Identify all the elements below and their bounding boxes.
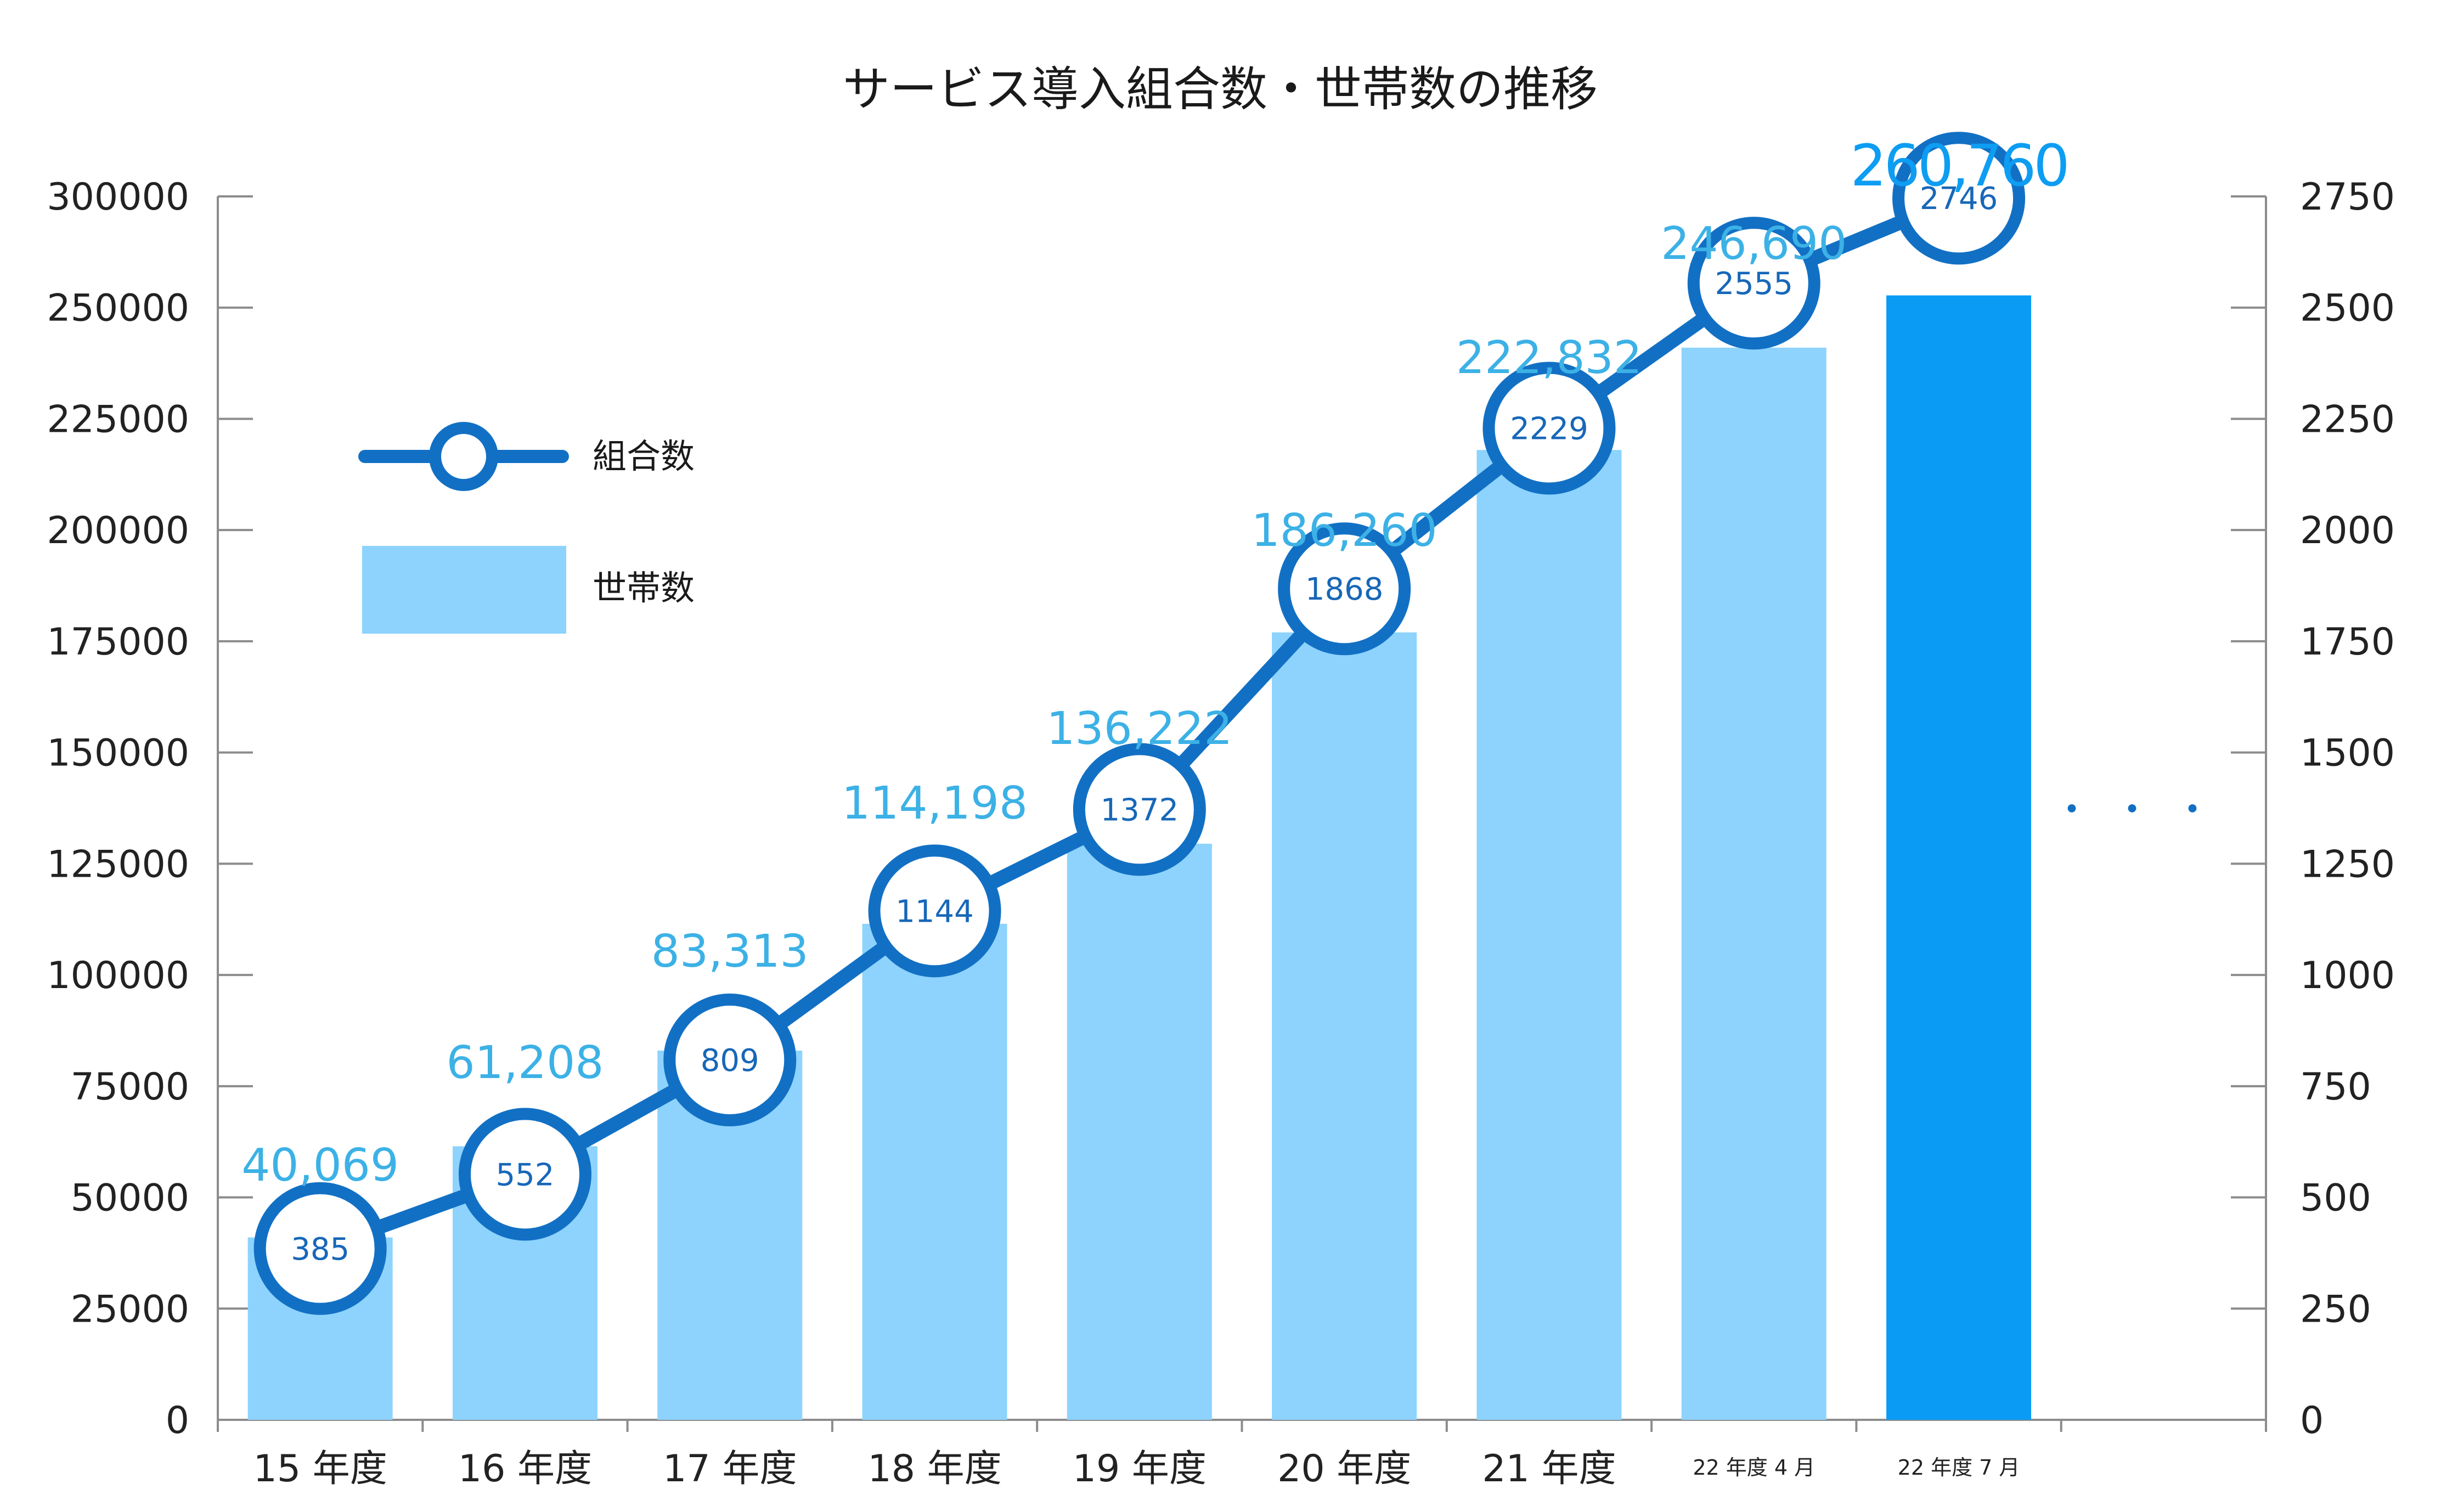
y-left-tick-label: 175000 [47,620,189,664]
x-tick-label: 19 年度 [1073,1447,1207,1491]
y-right-tick-label: 1750 [2300,620,2395,664]
y-right-tick-label: 2000 [2300,509,2395,552]
x-tick-label: 22 年度 4 月 [1693,1455,1815,1480]
bar-value-label: 114,198 [842,777,1028,830]
bar-value-label: 61,208 [446,1037,604,1089]
x-tick-label: 16 年度 [458,1447,592,1491]
legend-label-setai: 世帯数 [593,568,695,608]
bar-value-label: 40,069 [241,1139,399,1192]
bar-5 [1067,843,1212,1420]
line-series: 385 552 809 1144 1372 1868 2229 2555 2746 [253,132,2026,1315]
y-left-tick-label: 75000 [71,1065,189,1109]
y-right-tick-label: 250 [2300,1288,2371,1331]
bar-value-label: 83,313 [651,926,809,978]
y-left-tick-label: 50000 [71,1177,189,1220]
line-point-label: 809 [701,1043,759,1079]
y-right-tick-label: 1250 [2300,843,2395,886]
y-left-tick-label: 200000 [47,509,189,552]
y-right-tick-label: 1000 [2300,954,2395,997]
legend-label-kumiai: 組合数 [593,436,695,476]
y-right-tick-label: 0 [2300,1399,2324,1442]
y-left-tick-label: 25000 [71,1288,189,1331]
bar-7 [1476,450,1622,1420]
y-right-tick-label: 500 [2300,1177,2371,1220]
axes: 0250005000075000100000125000150000175000… [47,176,2395,1491]
line-point-label: 552 [496,1157,555,1193]
x-tick-label: 20 年度 [1277,1447,1411,1491]
line-point-6 [1278,522,1411,656]
line-point-8 [1687,217,1820,350]
line-point-1 [253,1182,387,1315]
line-point-label: 1144 [895,894,974,929]
y-left-tick-label: 100000 [47,954,189,997]
y-right-tick-label: 2250 [2300,398,2395,441]
line-point-2 [458,1108,591,1241]
line-point-5 [1073,743,1206,876]
y-left-tick-label: 250000 [47,287,189,330]
line-point-9 [1892,132,2026,265]
bar-6 [1272,632,1417,1420]
y-right-tick-label: 2500 [2300,287,2395,330]
y-left-tick-label: 300000 [47,176,189,219]
y-right-tick-label: 2750 [2300,176,2395,219]
x-tick-label: 21 年度 [1482,1447,1616,1491]
ellipsis: ・・・ [2053,787,2234,832]
bar-9 [1886,295,2032,1420]
bar-8 [1681,347,1826,1420]
y-right-tick-label: 1500 [2300,732,2395,775]
x-tick-label: 17 年度 [663,1447,797,1491]
y-left-tick-label: 125000 [47,843,189,886]
line-point-7 [1482,362,1616,495]
line-point-label: 1868 [1305,572,1384,607]
bar-4 [862,923,1007,1420]
y-left-tick-label: 150000 [47,732,189,775]
legend-marker-swatch [429,422,498,491]
line-point-3 [663,993,797,1126]
x-tick-label: 15 年度 [253,1447,387,1491]
x-tick-label: 18 年度 [867,1447,1001,1491]
line-point-label: 2555 [1715,266,1793,302]
bar-value-label: 136,222 [1046,703,1232,755]
data-labels: 40,069 61,208 83,313 114,198 136,222 186,260 2… [241,132,2070,1192]
legend-bar-swatch [362,546,566,634]
line-point-label: 385 [291,1232,349,1267]
line-point-label: 2229 [1510,411,1588,447]
chart-title: サービス導入組合数・世帯数の推移 [843,62,1598,117]
line-point-label: 2746 [1920,181,1998,217]
bar-value-label: 222,832 [1456,332,1642,384]
line-point-4 [868,844,1001,978]
bar-value-label: 260,760 [1851,132,2067,199]
x-tick-label: 22 年度 7 月 [1898,1455,2020,1480]
y-left-tick-label: 0 [166,1399,189,1442]
y-left-tick-label: 225000 [47,398,189,441]
bar-value-label: 186,260 [1251,505,1437,557]
ellipsis-text: ・・・ [2053,787,2234,832]
y-right-tick-label: 750 [2300,1065,2371,1109]
bar-series [247,295,2032,1420]
bar-value-label: 246,690 [1661,218,1847,270]
line-point-label: 1372 [1101,792,1179,828]
